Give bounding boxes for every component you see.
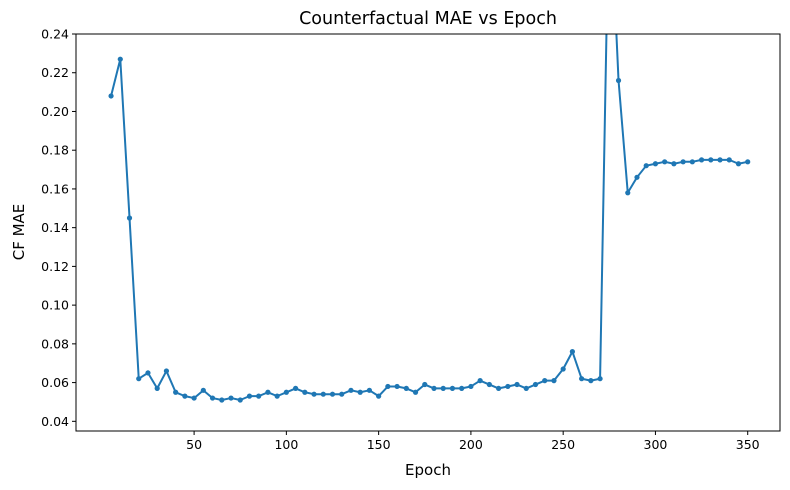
data-point: [735, 161, 742, 167]
data-point: [311, 391, 317, 397]
y-tick-label: 0.22: [41, 65, 69, 80]
data-point: [173, 389, 179, 395]
data-point: [237, 397, 243, 403]
data-point: [505, 383, 511, 390]
data-point: [468, 383, 474, 390]
data-point: [477, 378, 483, 384]
data-point: [652, 161, 659, 167]
data-point: [191, 395, 197, 401]
data-point: [495, 385, 502, 391]
y-tick-label: 0.06: [41, 375, 69, 390]
data-point: [532, 381, 539, 388]
data-point: [320, 391, 326, 397]
data-point: [717, 157, 723, 163]
data-point: [551, 378, 557, 384]
y-tick-label: 0.04: [41, 414, 69, 429]
data-point: [431, 385, 437, 391]
data-point: [569, 349, 575, 355]
chart-title: Counterfactual MAE vs Epoch: [299, 9, 557, 29]
data-point: [588, 378, 594, 384]
data-point: [126, 215, 133, 221]
data-point: [329, 391, 336, 397]
data-point: [274, 393, 280, 399]
data-point: [292, 385, 299, 391]
y-tick-label: 0.16: [41, 181, 69, 196]
data-point: [376, 393, 382, 399]
x-tick-label: 150: [367, 437, 391, 452]
y-tick-label: 0.14: [41, 220, 69, 235]
data-point: [357, 389, 363, 395]
data-point: [219, 397, 225, 403]
data-point: [228, 395, 234, 401]
y-tick-label: 0.10: [41, 298, 69, 313]
data-point: [200, 387, 206, 393]
data-point: [440, 385, 446, 391]
data-point: [708, 157, 714, 163]
data-point: [339, 391, 345, 397]
x-tick-label: 200: [459, 437, 483, 452]
data-point: [163, 368, 170, 374]
data-point: [302, 389, 308, 395]
data-point: [662, 159, 668, 165]
y-axis: 0.04 0.06 0.08 0.10 0.12 0.14 0.16 0.18 0.20 0.22…: [41, 27, 76, 429]
data-point: [154, 385, 160, 391]
data-point: [680, 159, 686, 165]
data-point: [209, 395, 216, 401]
data-point: [745, 159, 751, 165]
data-point: [283, 389, 289, 395]
y-tick-label: 0.24: [41, 27, 69, 42]
data-point: [560, 366, 566, 372]
data-point: [108, 93, 114, 99]
x-axis-label: Epoch: [405, 461, 451, 479]
x-tick-label: 50: [186, 437, 202, 452]
data-point: [523, 385, 529, 391]
data-point: [403, 385, 409, 391]
y-tick-label: 0.18: [41, 143, 69, 158]
plot-frame: [75, 33, 781, 432]
data-point: [625, 190, 631, 196]
data-point: [117, 56, 123, 62]
data-point: [366, 387, 373, 393]
data-point: [385, 383, 391, 390]
data-point: [689, 159, 695, 165]
data-point: [615, 77, 622, 84]
x-tick-label: 250: [551, 437, 575, 452]
data-point: [422, 381, 428, 388]
y-tick-label: 0.12: [41, 259, 69, 274]
plot-area: [108, 34, 751, 403]
x-axis: 50 100 150 200 250 300 350: [186, 431, 760, 452]
data-point: [579, 376, 585, 382]
x-tick-label: 350: [736, 437, 760, 452]
data-point: [265, 389, 271, 395]
data-point: [597, 376, 603, 382]
x-tick-label: 300: [644, 437, 668, 452]
data-point: [246, 393, 253, 399]
data-point: [449, 385, 456, 391]
data-point: [256, 393, 262, 399]
x-tick-label: 100: [274, 437, 298, 452]
data-point: [643, 163, 649, 169]
data-point: [459, 385, 465, 391]
data-point: [136, 376, 142, 382]
data-point: [514, 381, 520, 388]
data-point: [698, 157, 705, 163]
data-point: [412, 389, 419, 395]
data-point: [726, 157, 732, 163]
y-tick-label: 0.20: [41, 104, 69, 119]
data-point: [348, 387, 354, 393]
data-point: [634, 174, 640, 180]
data-point: [486, 381, 492, 388]
data-point: [394, 383, 400, 390]
data-point: [542, 378, 548, 384]
data-point: [145, 370, 151, 376]
y-axis-label: CF MAE: [10, 204, 28, 261]
series-line: [110, 34, 748, 402]
y-tick-label: 0.08: [41, 336, 69, 351]
data-point: [671, 161, 677, 167]
data-point: [182, 393, 188, 399]
